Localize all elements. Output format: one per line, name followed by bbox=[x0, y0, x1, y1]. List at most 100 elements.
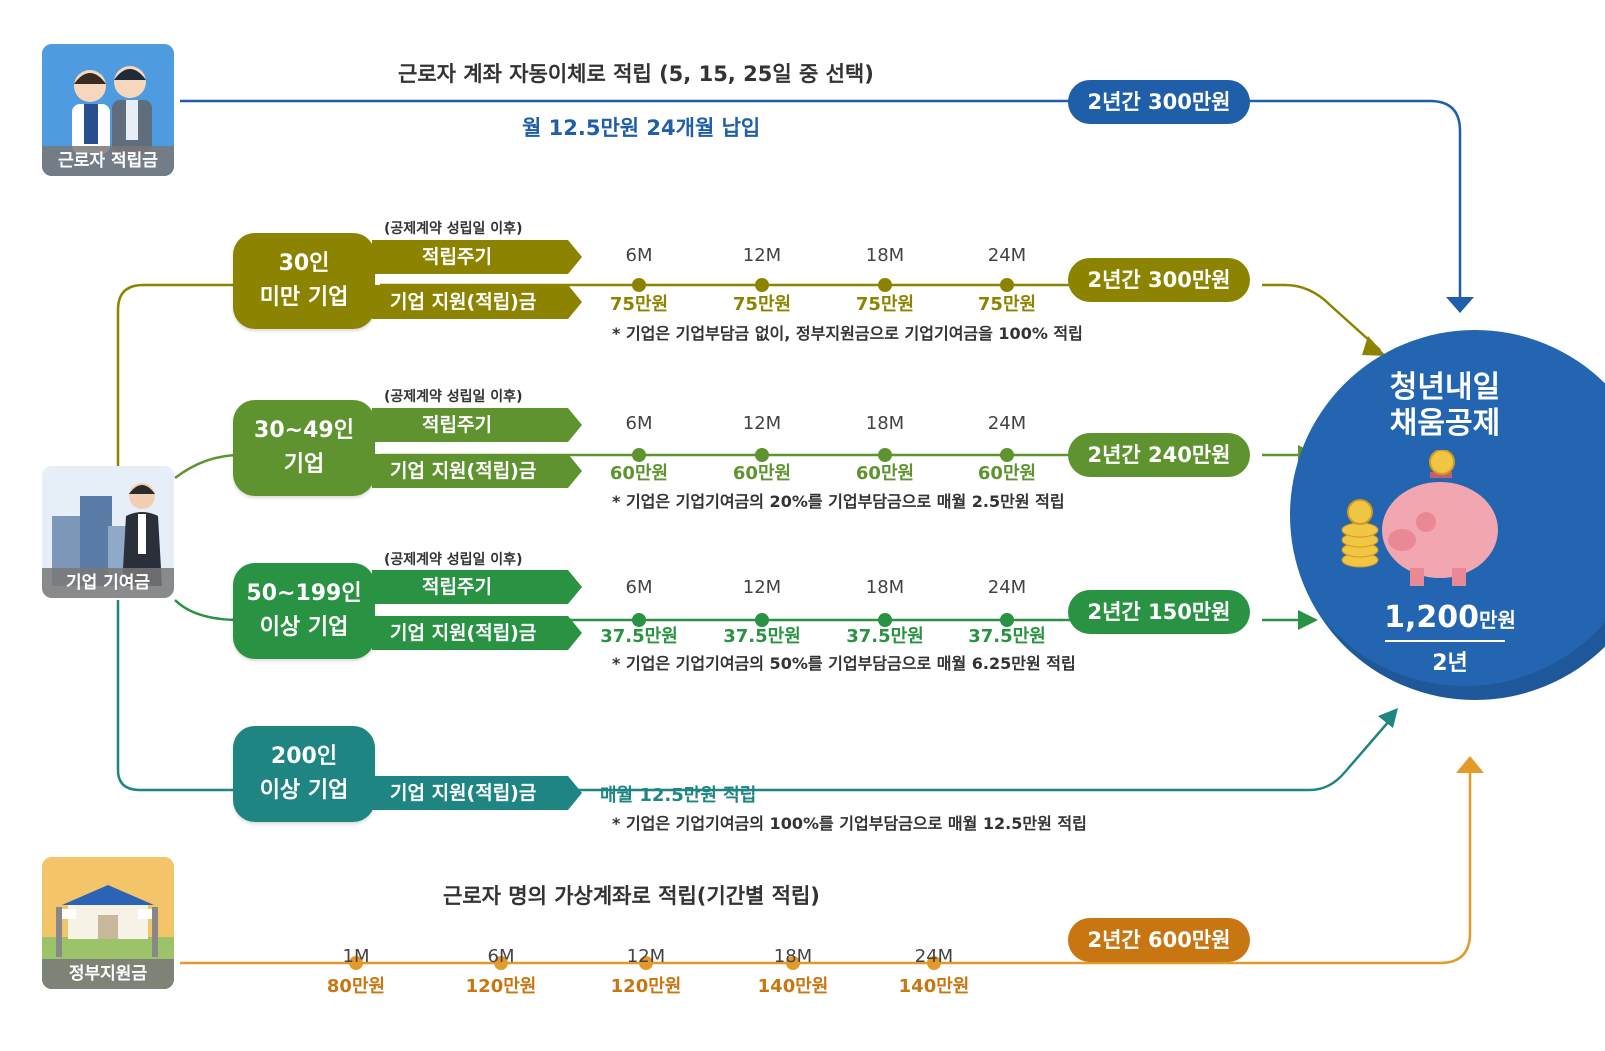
tier2-month-3: 18M bbox=[865, 413, 905, 434]
tier4-line1: 200인 bbox=[270, 744, 338, 769]
tier2-line2: 기업 bbox=[283, 452, 325, 477]
worker-subtitle: 월 12.5만원 24개월 납입 bbox=[522, 116, 761, 140]
worker-card-label: 근로자 적립금 bbox=[42, 146, 174, 176]
tier4-support-tag: 기업 지원(적립)금 bbox=[372, 776, 582, 810]
timeline-dot bbox=[1000, 278, 1014, 292]
tier3-cycle-tag: 적립주기 bbox=[372, 570, 582, 604]
result-title-line1: 청년내일 bbox=[1389, 370, 1501, 405]
worker-title: 근로자 계좌 자동이체로 적립 (5, 15, 25일 중 선택) bbox=[398, 62, 874, 86]
timeline-dot bbox=[755, 448, 769, 462]
result-amount-unit: 만원 bbox=[1479, 608, 1516, 632]
tier1-cycle-note: (공제계약 성립일 이후) bbox=[384, 221, 523, 237]
gov-month-4: 18M bbox=[773, 946, 813, 967]
timeline-dot bbox=[632, 448, 646, 462]
timeline-dot bbox=[632, 613, 646, 627]
timeline-dot bbox=[755, 278, 769, 292]
gov-amount-3: 120만원 bbox=[610, 976, 682, 997]
gov-month-5: 24M bbox=[914, 946, 954, 967]
tier1-total-pill: 2년간 300만원 bbox=[1068, 258, 1250, 302]
tier1-line2: 미만 기업 bbox=[259, 285, 349, 310]
tier2-box: 30~49인 기업 bbox=[233, 400, 375, 496]
tier1-month-1: 6M bbox=[625, 245, 653, 266]
timeline-dot bbox=[349, 956, 363, 970]
tier1-support-tag: 기업 지원(적립)금 bbox=[372, 285, 582, 319]
worker-total-pill: 2년간 300만원 bbox=[1068, 80, 1250, 124]
timeline-dot bbox=[1000, 448, 1014, 462]
result-period: 2년 bbox=[1432, 651, 1468, 676]
gov-amount-5: 140만원 bbox=[898, 976, 970, 997]
timeline-dot bbox=[878, 278, 892, 292]
tier1-cycle-tag: 적립주기 bbox=[372, 240, 582, 274]
timeline-dot bbox=[639, 956, 653, 970]
tier1-amount-3: 75만원 bbox=[855, 294, 915, 315]
gov-month-3: 12M bbox=[626, 946, 666, 967]
result-divider bbox=[1385, 640, 1505, 642]
tier3-amount-3: 37.5만원 bbox=[846, 626, 924, 647]
tier2-amount-3: 60만원 bbox=[855, 463, 915, 484]
timeline-dot bbox=[878, 613, 892, 627]
tier2-month-1: 6M bbox=[625, 413, 653, 434]
government-card-label: 정부지원금 bbox=[42, 959, 174, 989]
timeline-dot bbox=[786, 956, 800, 970]
tier2-note: * 기업은 기업기여금의 20%를 기업부담금으로 매월 2.5만원 적립 bbox=[612, 492, 1065, 511]
tier2-cycle-note: (공제계약 성립일 이후) bbox=[384, 389, 523, 405]
result-title-line2: 채움공제 bbox=[1389, 406, 1501, 441]
tier2-amount-1: 60만원 bbox=[609, 463, 669, 484]
tier1-month-2: 12M bbox=[742, 245, 782, 266]
tier3-month-4: 24M bbox=[987, 577, 1027, 598]
timeline-dot bbox=[494, 956, 508, 970]
company-card: 기업 기여금 bbox=[42, 466, 174, 598]
tier2-cycle-tag: 적립주기 bbox=[372, 408, 582, 442]
tier2-month-2: 12M bbox=[742, 413, 782, 434]
tier3-amount-2: 37.5만원 bbox=[723, 626, 801, 647]
tier1-amount-2: 75만원 bbox=[732, 294, 792, 315]
timeline-dot bbox=[878, 448, 892, 462]
tier4-note: * 기업은 기업기여금의 100%를 기업부담금으로 매월 12.5만원 적립 bbox=[612, 814, 1087, 833]
tier1-month-4: 24M bbox=[987, 245, 1027, 266]
government-total-pill: 2년간 600만원 bbox=[1068, 918, 1250, 962]
tier2-amount-4: 60만원 bbox=[977, 463, 1037, 484]
tier4-line2: 이상 기업 bbox=[259, 778, 349, 803]
tier1-amount-4: 75만원 bbox=[977, 294, 1037, 315]
tier1-line1: 30인 bbox=[278, 251, 330, 276]
government-title: 근로자 명의 가상계좌로 적립(기간별 적립) bbox=[443, 884, 820, 908]
tier3-box: 50~199인 이상 기업 bbox=[233, 563, 375, 659]
tier3-month-2: 12M bbox=[742, 577, 782, 598]
tier3-amount-4: 37.5만원 bbox=[968, 626, 1046, 647]
tier1-note: * 기업은 기업부담금 없이, 정부지원금으로 기업기여금을 100% 적립 bbox=[612, 324, 1083, 343]
timeline-dot bbox=[1000, 613, 1014, 627]
result-amount: 1,200만원 bbox=[1370, 600, 1530, 635]
tier3-month-1: 6M bbox=[625, 577, 653, 598]
tier3-note: * 기업은 기업기여금의 50%를 기업부담금으로 매월 6.25만원 적립 bbox=[612, 654, 1076, 673]
gov-month-2: 6M bbox=[487, 946, 515, 967]
tier2-total-pill: 2년간 240만원 bbox=[1068, 433, 1250, 477]
tier1-amount-1: 75만원 bbox=[609, 294, 669, 315]
tier2-support-tag: 기업 지원(적립)금 bbox=[372, 454, 582, 488]
tier3-cycle-note: (공제계약 성립일 이후) bbox=[384, 552, 523, 568]
tier2-amount-2: 60만원 bbox=[732, 463, 792, 484]
tier3-line1: 50~199인 bbox=[246, 581, 362, 606]
tier4-box: 200인 이상 기업 bbox=[233, 726, 375, 822]
tier3-amount-1: 37.5만원 bbox=[600, 626, 678, 647]
timeline-dot bbox=[755, 613, 769, 627]
tier1-box: 30인 미만 기업 bbox=[233, 233, 375, 329]
tier4-monthly: 매월 12.5만원 적립 bbox=[600, 785, 757, 806]
tier3-support-tag: 기업 지원(적립)금 bbox=[372, 616, 582, 650]
piggy-bank-icon bbox=[1341, 450, 1498, 586]
tier1-month-3: 18M bbox=[865, 245, 905, 266]
tier3-line2: 이상 기업 bbox=[259, 615, 349, 640]
gov-amount-2: 120만원 bbox=[465, 976, 537, 997]
tier2-month-4: 24M bbox=[987, 413, 1027, 434]
gov-month-1: 1M bbox=[342, 946, 370, 967]
tier2-line1: 30~49인 bbox=[254, 418, 354, 443]
result-amount-number: 1,200 bbox=[1384, 600, 1480, 635]
gov-amount-1: 80만원 bbox=[326, 976, 386, 997]
tier3-total-pill: 2년간 150만원 bbox=[1068, 590, 1250, 634]
tier3-month-3: 18M bbox=[865, 577, 905, 598]
worker-card: 근로자 적립금 bbox=[42, 44, 174, 176]
result-title: 청년내일 채움공제 bbox=[1355, 370, 1535, 442]
company-card-label: 기업 기여금 bbox=[42, 568, 174, 598]
government-card: 정부지원금 bbox=[42, 857, 174, 989]
gov-amount-4: 140만원 bbox=[757, 976, 829, 997]
timeline-dot bbox=[632, 278, 646, 292]
